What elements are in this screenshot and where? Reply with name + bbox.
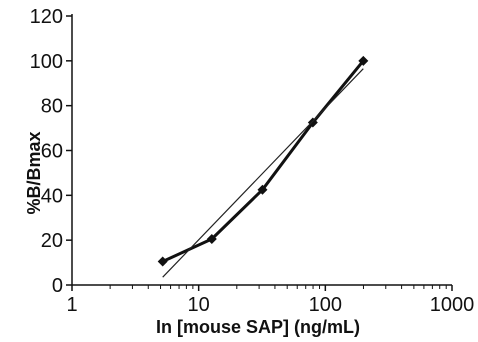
x-tick-label: 1 bbox=[66, 294, 77, 316]
x-tick-label: 10 bbox=[188, 294, 210, 316]
data-point bbox=[307, 117, 318, 128]
y-tick-label: 80 bbox=[41, 96, 63, 118]
y-tick-label: 100 bbox=[30, 51, 63, 73]
y-tick-label: 0 bbox=[52, 275, 63, 297]
x-tick-label: 1000 bbox=[430, 294, 475, 316]
y-tick-label: 120 bbox=[30, 6, 63, 28]
x-axis-title: In [mouse SAP] (ng/mL) bbox=[156, 317, 360, 337]
y-tick-label: 60 bbox=[41, 141, 63, 163]
x-tick-label: 100 bbox=[309, 294, 342, 316]
data-point bbox=[257, 184, 268, 195]
plot-area bbox=[157, 55, 369, 278]
y-tick-label: 20 bbox=[41, 230, 63, 252]
series-line bbox=[162, 59, 365, 263]
y-tick-label: 40 bbox=[41, 185, 63, 207]
data-point bbox=[157, 256, 168, 267]
data-point bbox=[206, 234, 217, 245]
y-axis-title: %B/Bmax bbox=[24, 131, 44, 214]
trend-line bbox=[162, 68, 364, 278]
data-point bbox=[358, 55, 369, 66]
